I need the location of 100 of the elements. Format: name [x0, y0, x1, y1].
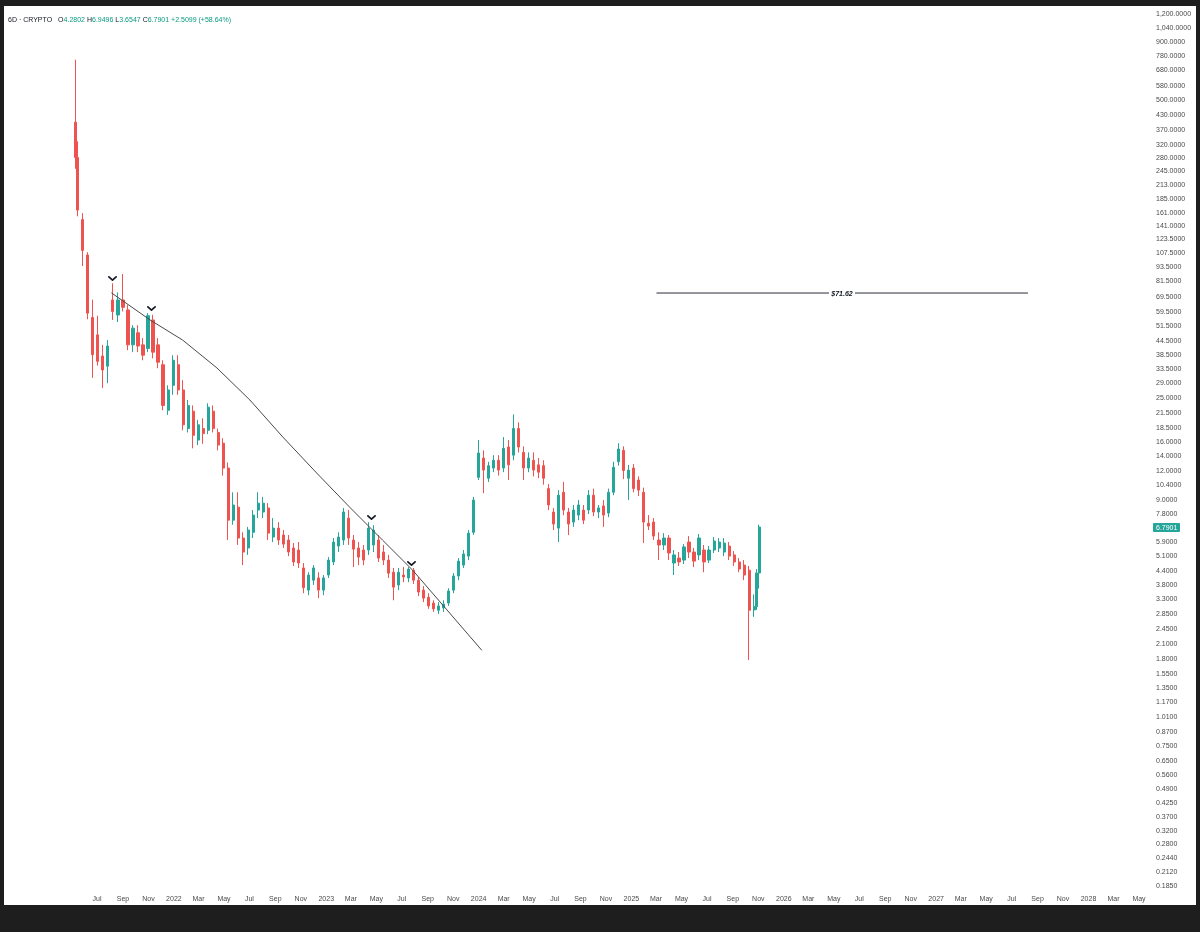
candlestick: [161, 359, 165, 411]
candlestick: [312, 564, 315, 586]
candlestick: [472, 496, 475, 536]
candlestick: [272, 517, 275, 543]
candlestick: [577, 499, 580, 521]
candlestick: [322, 574, 325, 596]
candlestick: [557, 489, 560, 543]
candlestick: [357, 541, 360, 566]
candlestick: [307, 571, 310, 596]
candlestick: [317, 571, 320, 599]
candlestick: [682, 543, 686, 565]
candlestick: [497, 454, 500, 477]
candlestick: [387, 554, 390, 579]
candlestick: [302, 562, 305, 594]
candlestick: [282, 529, 285, 549]
candlestick: [106, 339, 109, 384]
candlestick: [232, 491, 235, 526]
candlestick: [512, 413, 515, 461]
candlestick: [177, 354, 180, 396]
candlestick: [587, 489, 590, 515]
candlestick: [397, 567, 400, 591]
candlestick: [262, 496, 265, 519]
candlestick: [567, 507, 570, 536]
candlestick: [247, 526, 250, 556]
candlestick: [452, 572, 455, 594]
candlestick: [477, 439, 480, 481]
candlestick: [96, 315, 99, 367]
candlestick: [733, 550, 736, 567]
candlestick: [462, 549, 465, 569]
candlestick: [292, 542, 295, 567]
candlestick: [242, 531, 245, 566]
candlestick: [552, 507, 555, 531]
candlestick: [437, 601, 440, 615]
candlestick: [622, 445, 625, 480]
candlestick: [182, 379, 185, 431]
candlestick: [207, 402, 210, 435]
candlestick: [723, 537, 726, 557]
candlestick: [517, 421, 520, 453]
candlestick: [91, 299, 94, 379]
candlestick: [202, 417, 205, 445]
candlestick: [227, 462, 230, 541]
candlestick: [237, 491, 240, 546]
candlestick: [257, 491, 260, 519]
candlestick: [482, 449, 485, 494]
candlestick: [467, 529, 470, 561]
candlestick: [327, 556, 330, 579]
candlestick: [121, 273, 125, 312]
candlestick: [672, 549, 676, 576]
candlestick: [167, 384, 170, 416]
candlestick: [217, 428, 220, 451]
candlestick: [562, 481, 565, 516]
candlestick: [728, 541, 731, 561]
candlestick: [287, 534, 290, 557]
candlestick: [402, 566, 405, 583]
candlestick: [627, 464, 630, 501]
candlestick: [342, 507, 345, 546]
candlestick: [592, 488, 595, 517]
candlestick: [192, 404, 195, 449]
candlestick: [297, 541, 300, 569]
candlestick: [582, 504, 585, 525]
candlestick: [617, 442, 620, 467]
candlestick: [372, 524, 375, 553]
candlestick: [632, 463, 635, 493]
candlestick: [111, 282, 114, 321]
candlestick: [522, 445, 525, 481]
candlestick: [277, 521, 280, 546]
candlestick: [547, 483, 550, 511]
candlestick: [332, 537, 335, 566]
candlestick: [447, 587, 450, 607]
candlestick: [652, 517, 655, 541]
candlestick: [532, 451, 535, 477]
candlestick: [367, 521, 370, 556]
candlestick: [422, 585, 425, 603]
candlestick: [542, 459, 545, 486]
candlestick: [131, 324, 135, 353]
candlestick: [572, 504, 575, 528]
candlestick: [612, 461, 615, 496]
candlestick: [597, 504, 600, 519]
candlestick: [146, 312, 150, 353]
candlestick: [707, 545, 711, 564]
candlestick: [427, 592, 430, 610]
candlestick: [607, 488, 610, 518]
candlestick: [377, 534, 380, 563]
candlestick: [502, 436, 505, 473]
candlestick: [637, 475, 640, 497]
candlestick: [407, 566, 410, 583]
candlestick: [362, 544, 365, 566]
candlestick: [432, 599, 435, 613]
candlestick: [657, 531, 661, 561]
candlestick: [702, 544, 706, 573]
candlestick: [738, 557, 741, 573]
candlestick: [352, 534, 355, 568]
candlestick: [743, 559, 746, 581]
candlestick: [647, 514, 650, 531]
candlestick: [197, 419, 200, 446]
candlestick: [392, 567, 395, 601]
candlestick: [101, 344, 104, 389]
candlestick: [697, 533, 701, 561]
candlestick: [662, 532, 666, 551]
candlestick: [677, 551, 681, 567]
